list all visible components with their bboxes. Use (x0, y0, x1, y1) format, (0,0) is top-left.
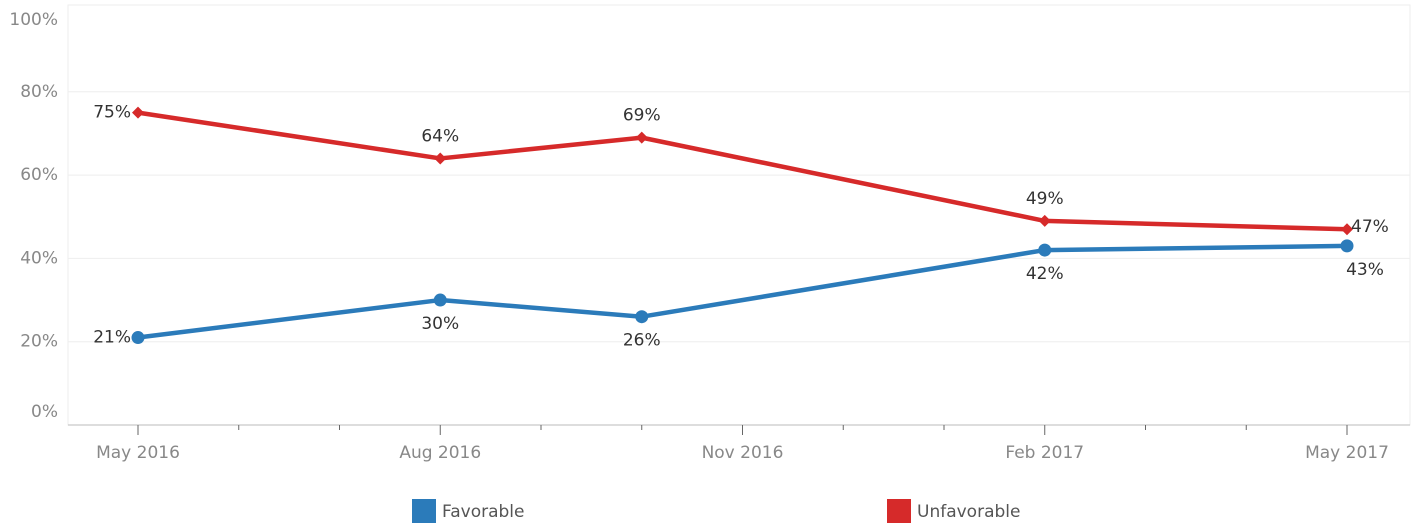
marker (1038, 214, 1051, 227)
data-label: 69% (623, 106, 661, 126)
data-label: 26% (623, 331, 661, 351)
legend-swatch (887, 499, 911, 523)
x-tick-label: Aug 2016 (399, 443, 481, 463)
data-label: 49% (1026, 189, 1064, 209)
legend-label: Favorable (442, 502, 524, 522)
y-tick-label: 40% (20, 248, 58, 268)
y-tick-label: 20% (20, 332, 58, 352)
y-tick-label: 80% (20, 82, 58, 102)
y-tick-label: 60% (20, 165, 58, 185)
plot-frame (67, 4, 1411, 426)
x-tick-label: Feb 2017 (1005, 443, 1084, 463)
x-tick-label: May 2017 (1305, 443, 1389, 463)
data-label: 30% (421, 314, 459, 334)
series-line (137, 243, 1348, 340)
data-label: 47% (1351, 217, 1389, 237)
x-tick-label: Nov 2016 (702, 443, 784, 463)
marker (1038, 243, 1052, 257)
data-label: 21% (93, 328, 131, 348)
x-tick-label: May 2016 (96, 443, 180, 463)
marker (635, 131, 648, 144)
marker (132, 106, 144, 119)
series-line (137, 110, 1348, 232)
legend-swatch (412, 499, 436, 523)
data-label: 64% (421, 126, 459, 146)
data-label: 42% (1026, 264, 1064, 284)
marker (1340, 239, 1354, 253)
marker (433, 293, 447, 307)
marker (635, 310, 649, 324)
y-tick-label: 0% (31, 402, 58, 422)
legend-label: Unfavorable (917, 502, 1020, 522)
marker (131, 331, 145, 345)
data-label: 43% (1346, 260, 1384, 280)
marker (434, 152, 447, 165)
y-tick-label: 100% (9, 10, 58, 30)
marker (1341, 223, 1353, 236)
data-label: 75% (93, 103, 131, 123)
